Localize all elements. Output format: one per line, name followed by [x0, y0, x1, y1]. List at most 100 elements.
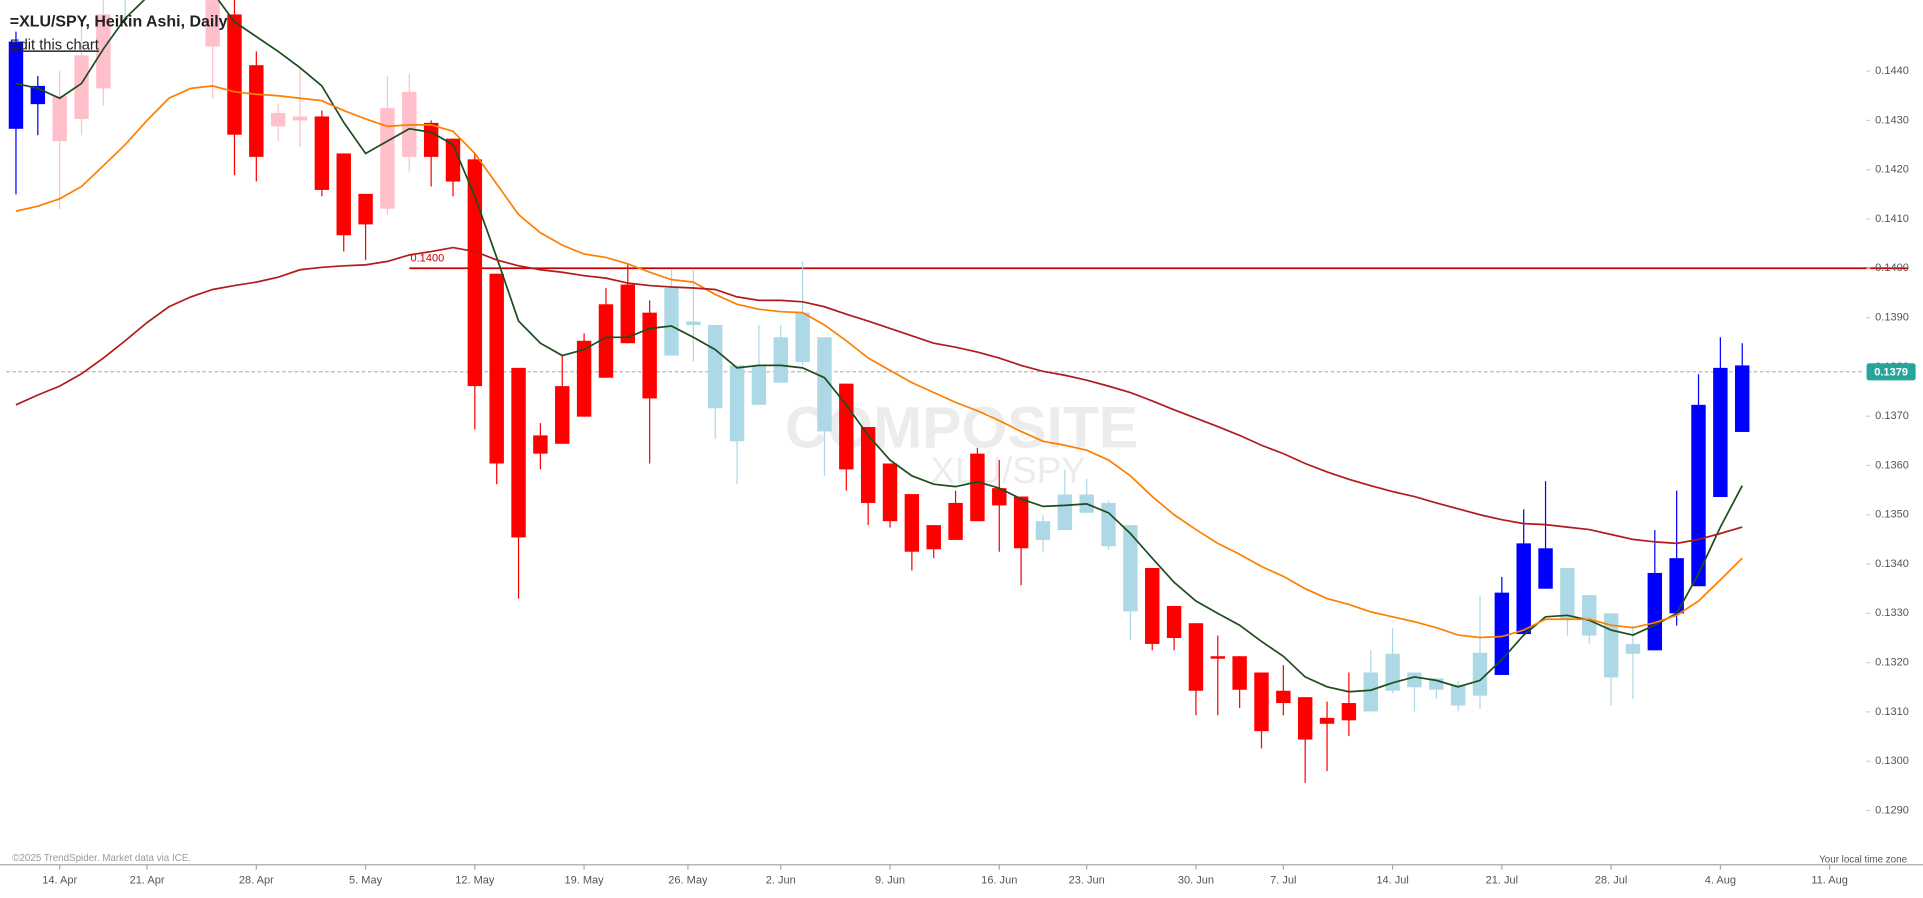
- candle-body: [555, 386, 570, 444]
- y-tick-label: 0.1390: [1875, 311, 1909, 323]
- y-tick-label: 0.1320: [1875, 657, 1909, 669]
- x-tick-label: 5. May: [349, 875, 383, 887]
- x-tick-label: 9. Jun: [875, 875, 905, 887]
- y-tick-label: 0.1410: [1875, 213, 1909, 225]
- candle-body: [970, 453, 985, 522]
- candle-body: [227, 14, 242, 135]
- candle-body: [52, 95, 67, 142]
- y-tick-label: 0.1310: [1875, 706, 1909, 718]
- candle-body: [423, 122, 439, 157]
- candle-body: [270, 113, 286, 127]
- watermark-symbol: XLU/SPY: [930, 450, 1085, 491]
- last-price-badge: [1866, 363, 1916, 381]
- candle-body: [1101, 502, 1116, 547]
- moving-average-line: [15, 0, 1743, 693]
- edit-link[interactable]: Edit this chart: [10, 37, 99, 53]
- y-tick-label: 0.1440: [1875, 65, 1909, 77]
- x-tick-label: 14. Jul: [1376, 875, 1408, 887]
- candle-body: [992, 488, 1007, 506]
- y-tick-label: 0.1360: [1875, 459, 1909, 471]
- y-tick-label: 0.1300: [1875, 755, 1909, 767]
- candle-body: [926, 525, 941, 550]
- candle-body: [1516, 543, 1531, 635]
- candle-body: [751, 365, 767, 405]
- candle-body: [1123, 525, 1138, 612]
- candle-body: [598, 304, 614, 378]
- candle-body: [1232, 656, 1247, 690]
- x-tick-label: 7. Jul: [1270, 875, 1296, 887]
- candle-body: [576, 340, 592, 417]
- candle-body: [96, 14, 111, 89]
- y-tick-label: 0.1330: [1875, 607, 1909, 619]
- chart-title: =XLU/SPY, Heikin Ashi, Daily: [10, 13, 228, 30]
- x-tick-label: 26. May: [668, 875, 708, 887]
- candle-body: [1691, 404, 1706, 587]
- x-tick-label: 14. Apr: [42, 875, 77, 887]
- x-tick-label: 21. Apr: [130, 875, 165, 887]
- candle-body: [1145, 568, 1160, 644]
- y-tick-label: 0.1400: [1875, 262, 1909, 274]
- y-tick-label: 0.1350: [1875, 509, 1909, 521]
- x-tick-label: 4. Aug: [1705, 875, 1736, 887]
- candle-body: [1494, 592, 1510, 675]
- candle-body: [8, 41, 24, 129]
- candle-body: [380, 108, 395, 209]
- y-tick-label: 0.1420: [1875, 164, 1909, 176]
- candle-body: [1341, 703, 1357, 721]
- candle-body: [1472, 652, 1488, 696]
- candle-body: [489, 273, 504, 464]
- candle-body: [1582, 595, 1597, 636]
- candle-body: [1647, 572, 1663, 651]
- candle-body: [729, 365, 745, 442]
- y-tick-label: 0.1340: [1875, 558, 1909, 570]
- candle-body: [1057, 494, 1073, 531]
- candle-body: [1669, 558, 1684, 614]
- candle-body: [882, 463, 898, 522]
- candle-body: [1450, 684, 1466, 706]
- x-tick-label: 28. Apr: [239, 875, 274, 887]
- moving-average-line: [15, 85, 1743, 639]
- x-tick-label: 28. Jul: [1595, 875, 1627, 887]
- candle-body: [1254, 672, 1269, 732]
- candle-body: [1363, 672, 1378, 712]
- candle-body: [1210, 656, 1225, 659]
- candle-body: [686, 321, 701, 325]
- y-tick-label: 0.1370: [1875, 410, 1909, 422]
- plot-area: [6, 0, 1909, 783]
- candle-body: [642, 312, 657, 399]
- candle-body: [1735, 365, 1750, 432]
- candle-body: [620, 284, 636, 344]
- x-tick-label: 16. Jun: [981, 875, 1017, 887]
- footer: ©2025 TrendSpider. Market data via ICE.: [12, 853, 191, 864]
- y-tick-label: 0.1290: [1875, 804, 1909, 816]
- x-tick-label: 2. Jun: [766, 875, 796, 887]
- candle-body: [74, 55, 89, 119]
- candle-body: [707, 324, 723, 409]
- candle-body: [1166, 605, 1182, 638]
- x-tick-label: 23. Jun: [1069, 875, 1105, 887]
- candle-body: [533, 435, 548, 454]
- x-tick-label: 30. Jun: [1178, 875, 1214, 887]
- candle-body: [1319, 717, 1335, 724]
- candle-body: [1538, 548, 1553, 589]
- candle-body: [1407, 672, 1422, 688]
- candle-body: [292, 116, 308, 121]
- x-tick-label: 19. May: [565, 875, 605, 887]
- candle-body: [1625, 643, 1641, 654]
- candle-body: [1188, 623, 1204, 691]
- candle-body: [1713, 367, 1728, 498]
- candle-body: [445, 138, 461, 182]
- candle-body: [860, 427, 876, 503]
- level-label: 0.1400: [411, 252, 445, 264]
- candle-body: [773, 337, 788, 383]
- candle-body: [1276, 690, 1291, 704]
- candle-body: [1560, 568, 1575, 620]
- moving-average-line: [15, 246, 1743, 545]
- candle-body: [1297, 697, 1313, 740]
- candle-body: [664, 288, 679, 356]
- candle-body: [817, 337, 832, 432]
- candle-body: [358, 193, 373, 225]
- candle-body: [1013, 496, 1029, 549]
